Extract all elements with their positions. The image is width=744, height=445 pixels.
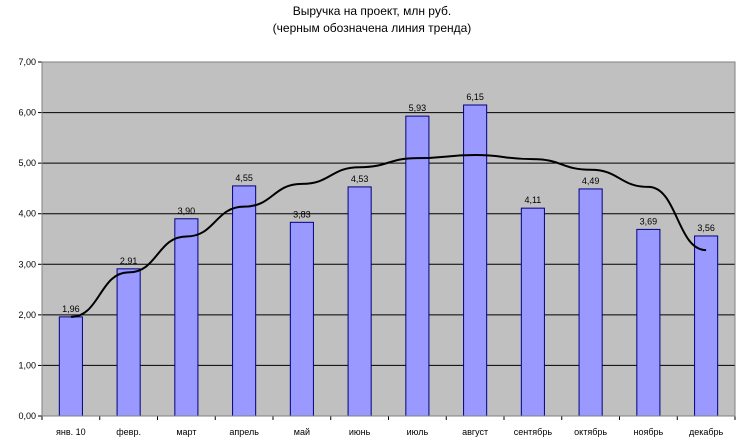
x-tick-label: май (294, 427, 310, 437)
x-tick-label: янв. 10 (56, 427, 86, 437)
chart-subtitle: (черным обозначена линия тренда) (272, 21, 472, 35)
x-tick-label: ноябрь (634, 427, 664, 437)
data-label: 4,53 (351, 174, 369, 184)
x-tick-label: апрель (229, 427, 259, 437)
x-tick-label: декабрь (689, 427, 724, 437)
bar (232, 185, 257, 417)
bar (58, 316, 83, 417)
trendline-group (70, 154, 707, 318)
data-label: 5,93 (409, 103, 427, 113)
data-label: 1,96 (62, 304, 80, 314)
data-label: 4,49 (582, 176, 600, 186)
data-label: 2,91 (120, 256, 138, 266)
y-tick-label: 6,00 (18, 108, 36, 118)
bar (174, 218, 199, 417)
bar (520, 207, 545, 417)
x-tick-label: октябрь (574, 427, 607, 437)
bar (578, 188, 603, 417)
y-tick-label: 2,00 (18, 310, 36, 320)
bar (116, 268, 141, 417)
x-tick-label: июль (407, 427, 429, 437)
y-tick-label: 1,00 (18, 360, 36, 370)
data-label: 3,83 (293, 209, 311, 219)
data-label: 4,11 (524, 195, 541, 205)
data-label: 3,56 (697, 223, 715, 233)
x-tick-label: март (176, 427, 196, 437)
x-tick-label: август (462, 427, 488, 437)
trendline (70, 154, 707, 318)
plot-border (41, 61, 736, 417)
data-label: 4,55 (235, 173, 253, 183)
chart-title-block: Выручка на проект, млн руб. (черным обоз… (0, 3, 744, 37)
y-tick-label: 4,00 (18, 209, 36, 219)
y-tick-label: 0,00 (18, 411, 36, 421)
axes: 0,00 1,00 2,00 3,00 4,00 5,00 6,00 7,00 янв. 10 ф… (18, 57, 736, 437)
x-tick-label: сентябрь (514, 427, 553, 437)
data-labels: 1,96 2,91 3,90 4,55 3,83 4,53 5,93 6,15 4,11 4,49… (62, 92, 715, 314)
bar (636, 228, 661, 417)
data-label: 6,15 (466, 92, 484, 102)
bar (289, 221, 314, 417)
bar (347, 186, 372, 417)
y-tick-label: 5,00 (18, 158, 36, 168)
plot-area (42, 62, 735, 416)
chart-title: Выручка на проект, млн руб. (292, 4, 452, 18)
data-label: 3,69 (640, 216, 658, 226)
y-tick-label: 3,00 (18, 259, 36, 269)
x-tick-label: июнь (349, 427, 371, 437)
data-label: 3,90 (178, 206, 196, 216)
bar (694, 235, 719, 417)
x-tick-label: февр. (116, 427, 141, 437)
bar (463, 104, 488, 417)
bars (58, 104, 719, 417)
y-tick-label: 7,00 (18, 57, 36, 67)
bar (405, 115, 430, 417)
